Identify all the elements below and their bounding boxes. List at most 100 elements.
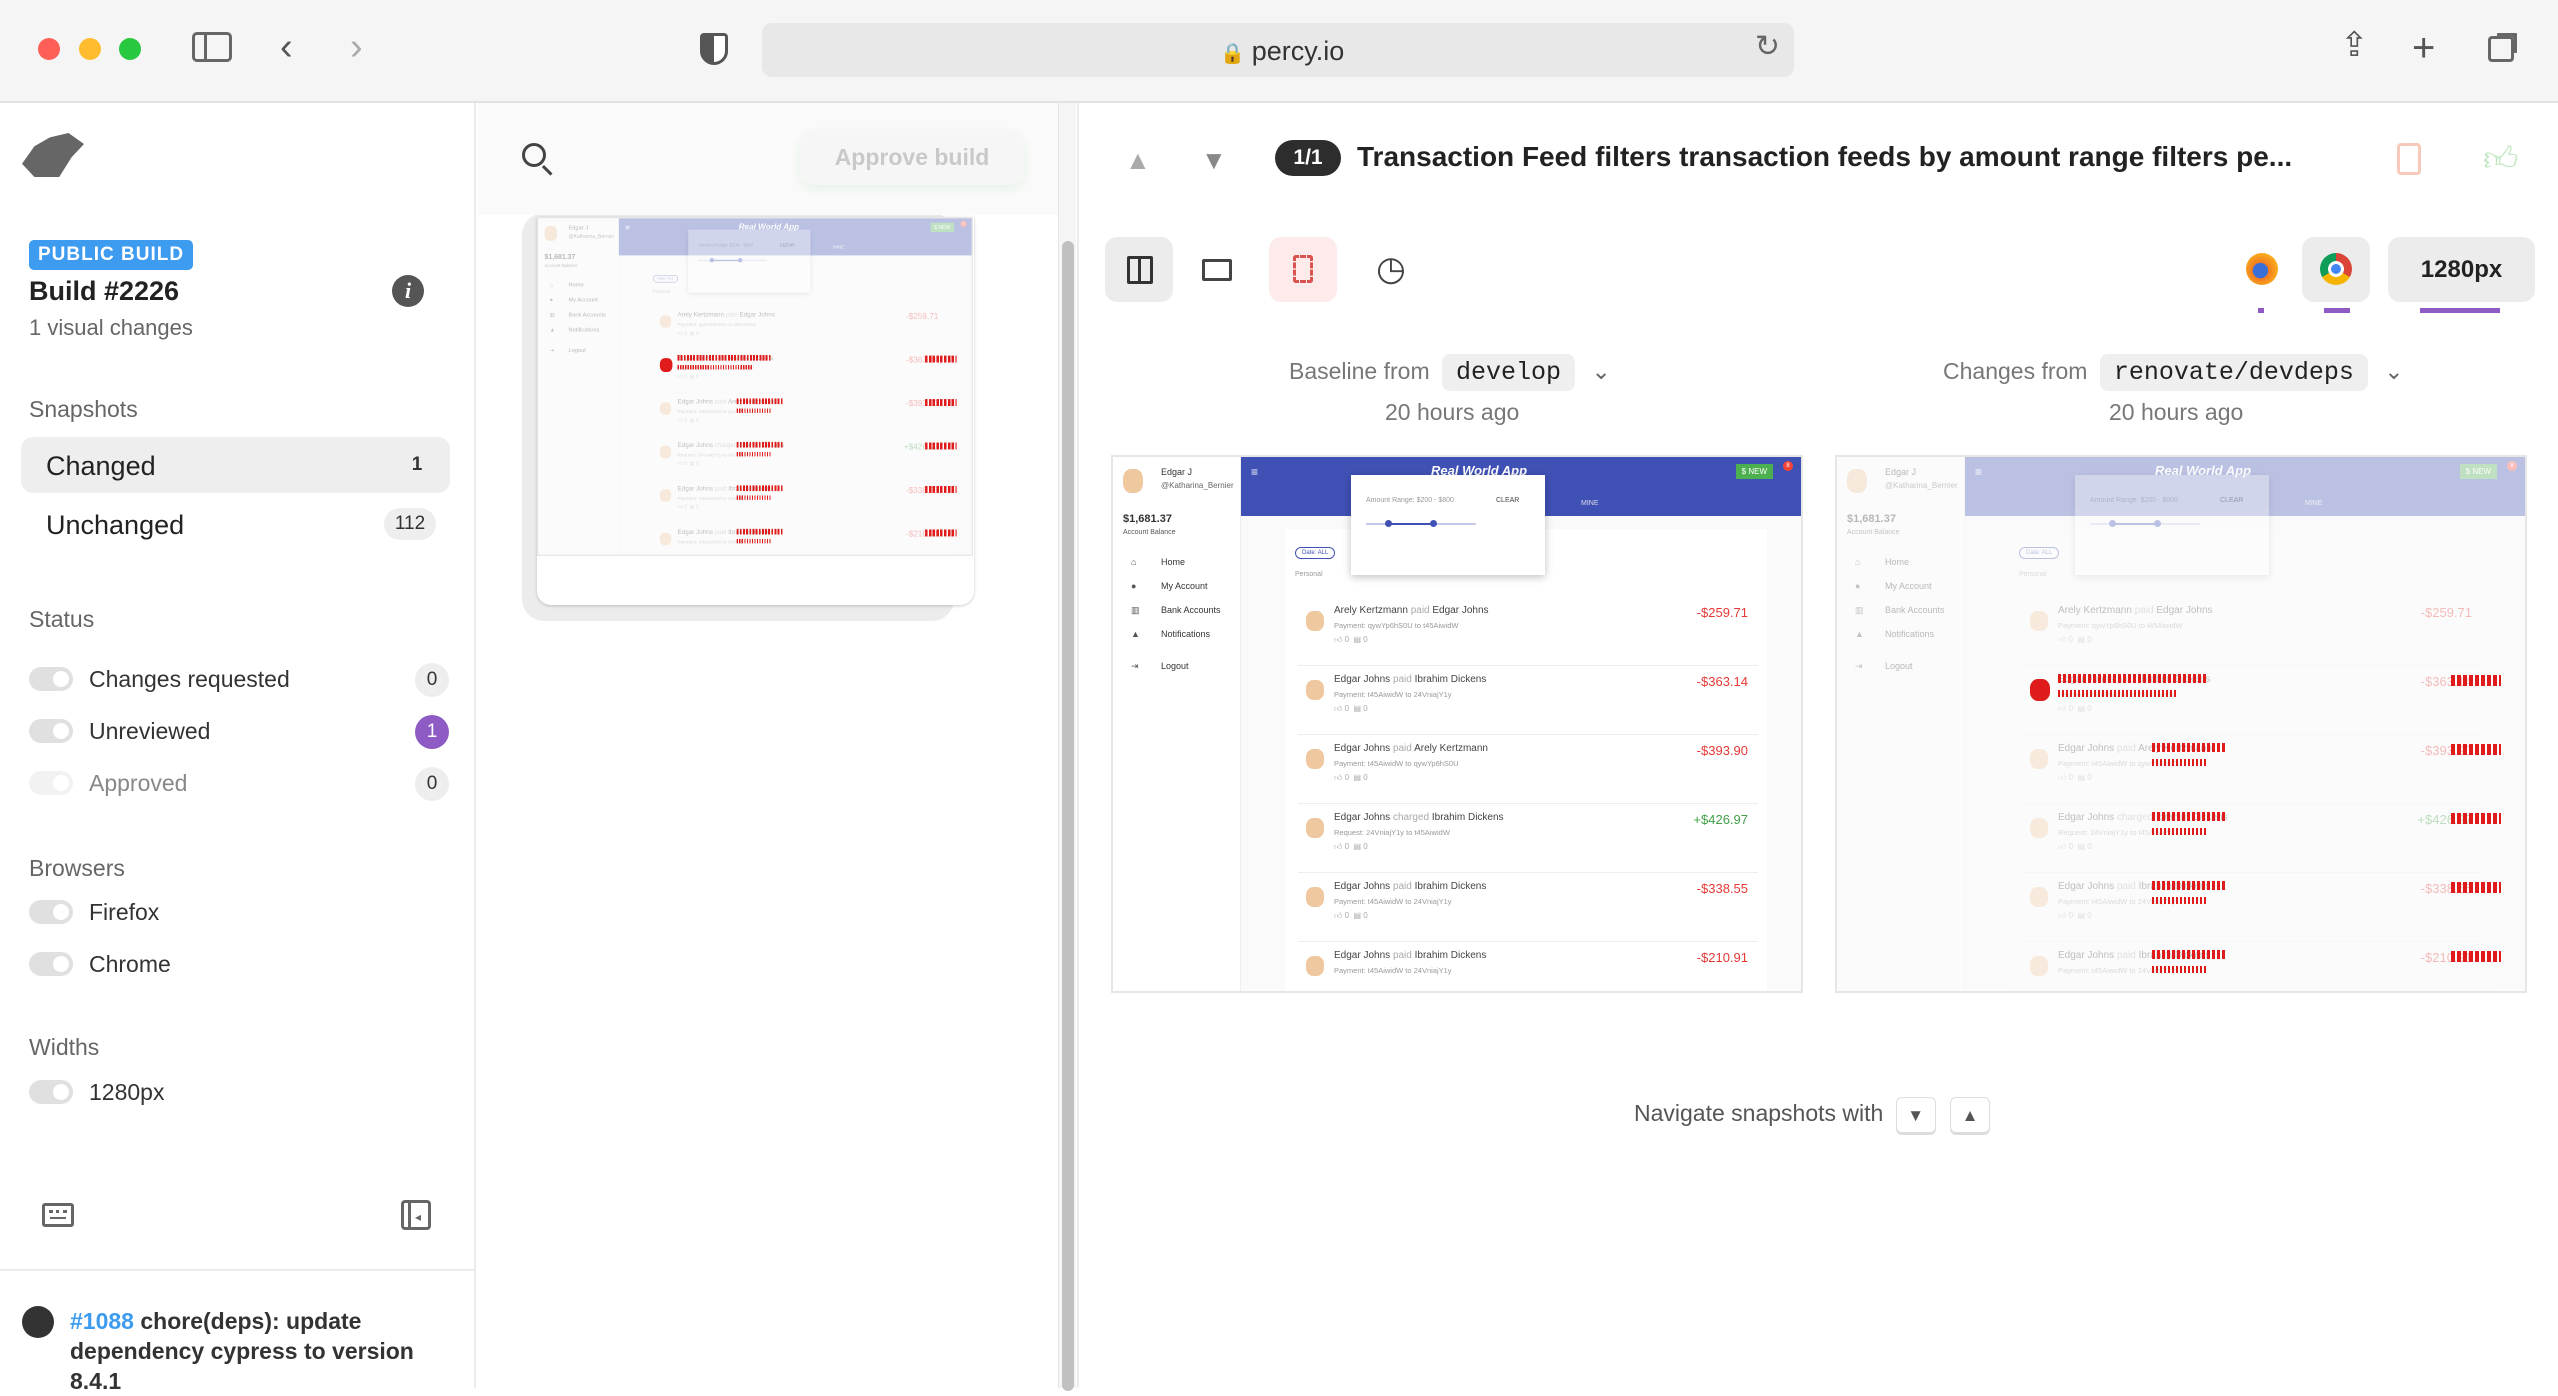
snapshot-filter-unchanged[interactable]: Unchanged 112: [21, 496, 450, 552]
split-view-button[interactable]: [1105, 237, 1173, 302]
pr-link[interactable]: #1088: [70, 1308, 134, 1334]
toggle[interactable]: [29, 719, 73, 743]
transaction-item[interactable]: Edgar Johns charged Ibrahim DickensReque…: [654, 437, 945, 481]
baseline-selector[interactable]: Baseline from develop ⌄: [1289, 354, 1611, 391]
changes-branch[interactable]: renovate/devdeps: [2099, 354, 2368, 391]
zoom-window-button[interactable]: [119, 38, 141, 60]
approve-snapshot-icon[interactable]: 👍︎: [2483, 140, 2519, 178]
transaction-item[interactable]: Edgar Johns paid Ibrahim DickensPayment:…: [2022, 942, 2482, 991]
shield-icon[interactable]: [700, 33, 728, 65]
snapshot-thumbnail-card[interactable]: Edgar J @Katharina_Bernier $1,681.37 Accoun…: [522, 213, 974, 621]
new-transaction-button[interactable]: $ NEW: [1735, 464, 1773, 479]
forward-icon[interactable]: ›: [350, 26, 363, 68]
transaction-item[interactable]: Edgar Johns charged Ibrahim DickensReque…: [2022, 804, 2482, 873]
chevron-down-icon[interactable]: ⌄: [2384, 358, 2404, 384]
nav-bank-accounts[interactable]: Bank Accounts: [1885, 605, 1945, 615]
toggle[interactable]: [29, 1080, 73, 1104]
keyboard-icon[interactable]: [42, 1203, 74, 1227]
range-slider[interactable]: [2090, 520, 2200, 527]
transaction-item[interactable]: Arely Kertzmann paid Edgar Johns Payment:…: [654, 306, 945, 350]
clear-button[interactable]: CLEAR: [2220, 497, 2244, 504]
range-slider[interactable]: [1366, 520, 1476, 527]
new-tab-icon[interactable]: +: [2412, 26, 2436, 70]
menu-icon[interactable]: ≡: [625, 223, 630, 233]
nav-notifications[interactable]: Notifications: [1885, 629, 1935, 639]
slider-handle-min[interactable]: [709, 257, 715, 263]
chevron-down-icon[interactable]: ⌄: [1591, 358, 1611, 384]
status-filter-changes-requested[interactable]: Changes requested 0: [29, 663, 449, 697]
width-filter-1280[interactable]: 1280px: [29, 1076, 449, 1108]
toggle[interactable]: [29, 667, 73, 691]
new-transaction-button[interactable]: $ NEW: [2459, 464, 2497, 479]
nav-my-account[interactable]: My Account: [568, 296, 598, 303]
nav-home[interactable]: Home: [1885, 557, 1910, 567]
nav-bank-accounts[interactable]: Bank Accounts: [568, 311, 607, 318]
back-icon[interactable]: ‹: [280, 26, 293, 68]
transaction-item[interactable]: Edgar Johns paid Ibrahim DickensPayment:…: [654, 480, 945, 524]
transaction-item[interactable]: Edgar Johns paid Arely KertzmannPayment:…: [2022, 735, 2482, 804]
new-transaction-button[interactable]: $ NEW: [930, 222, 955, 233]
menu-icon[interactable]: ≡: [1251, 465, 1259, 479]
transaction-item[interactable]: Edgar Johns paid Arely KertzmannPayment:…: [654, 393, 945, 437]
scrollbar-thumb[interactable]: [1062, 241, 1074, 1391]
nav-logout[interactable]: Logout: [568, 346, 586, 354]
request-changes-icon[interactable]: [2397, 143, 2421, 175]
nav-my-account[interactable]: My Account: [1161, 581, 1208, 591]
address-bar[interactable]: 🔒 percy.io ↻: [762, 23, 1794, 77]
percy-logo-icon[interactable]: [22, 133, 84, 177]
slider-handle-max[interactable]: [2154, 520, 2161, 527]
slider-handle-min[interactable]: [2109, 520, 2116, 527]
date-filter[interactable]: Date: ALL: [1295, 547, 1336, 559]
chrome-browser-button[interactable]: [2302, 237, 2370, 302]
share-icon[interactable]: ⇪: [2340, 26, 2369, 64]
browser-filter-chrome[interactable]: Chrome: [29, 948, 449, 980]
search-icon[interactable]: [522, 143, 553, 176]
nav-notifications[interactable]: Notifications: [568, 326, 600, 333]
nav-home[interactable]: Home: [1161, 557, 1186, 567]
sidebar-icon[interactable]: [192, 32, 232, 62]
nav-logout[interactable]: Logout: [1161, 661, 1189, 671]
next-snapshot-button[interactable]: ▼: [1201, 145, 1227, 175]
tab-mine[interactable]: MINE: [833, 245, 845, 250]
date-filter[interactable]: Date: ALL: [2019, 547, 2060, 559]
firefox-icon[interactable]: [2246, 253, 2278, 285]
slider-handle-max[interactable]: [737, 257, 743, 263]
tabs-icon[interactable]: [2488, 36, 2514, 62]
scrollbar-track[interactable]: [1058, 103, 1076, 1391]
changes-selector[interactable]: Changes from renovate/devdeps ⌄: [1943, 354, 2404, 391]
date-filter[interactable]: Date: ALL: [652, 274, 679, 283]
status-filter-approved[interactable]: Approved 0: [29, 767, 449, 801]
reload-icon[interactable]: ↻: [1754, 30, 1780, 63]
clear-button[interactable]: CLEAR: [779, 243, 795, 248]
previous-snapshot-button[interactable]: ▲: [1125, 145, 1151, 175]
toggle[interactable]: [29, 900, 73, 924]
close-window-button[interactable]: [38, 38, 60, 60]
transaction-item[interactable]: Arely Kertzmann paid Edgar Johns Payment:…: [1298, 597, 1758, 666]
toggle[interactable]: [29, 771, 73, 795]
snapshot-filter-changed[interactable]: Changed 1: [21, 437, 450, 493]
nav-notifications[interactable]: Notifications: [1161, 629, 1211, 639]
width-1280-button[interactable]: 1280px: [2388, 237, 2535, 302]
transaction-item[interactable]: Edgar Johns paid Ibrahim DickensPayment:…: [2022, 873, 2482, 942]
minimize-window-button[interactable]: [79, 38, 101, 60]
diff-toggle-button[interactable]: [1269, 237, 1337, 302]
collapse-sidebar-icon[interactable]: ◂: [401, 1200, 431, 1230]
status-filter-unreviewed[interactable]: Unreviewed 1: [29, 715, 449, 749]
clear-button[interactable]: CLEAR: [1496, 497, 1520, 504]
history-icon[interactable]: ◷: [1376, 250, 1406, 288]
transaction-item[interactable]: Edgar Johns paid Ibrahim DickensPayment:…: [655, 524, 945, 555]
approve-build-button[interactable]: Approve build: [800, 129, 1024, 185]
nav-bank-accounts[interactable]: Bank Accounts: [1161, 605, 1221, 615]
info-icon[interactable]: i: [392, 275, 424, 307]
nav-logout[interactable]: Logout: [1885, 661, 1913, 671]
slider-handle-max[interactable]: [1430, 520, 1437, 527]
tab-mine[interactable]: MINE: [2305, 500, 2323, 507]
slider-handle-min[interactable]: [1385, 520, 1392, 527]
nav-home[interactable]: Home: [568, 281, 584, 288]
range-slider[interactable]: [697, 257, 767, 263]
browser-filter-firefox[interactable]: Firefox: [29, 896, 449, 928]
